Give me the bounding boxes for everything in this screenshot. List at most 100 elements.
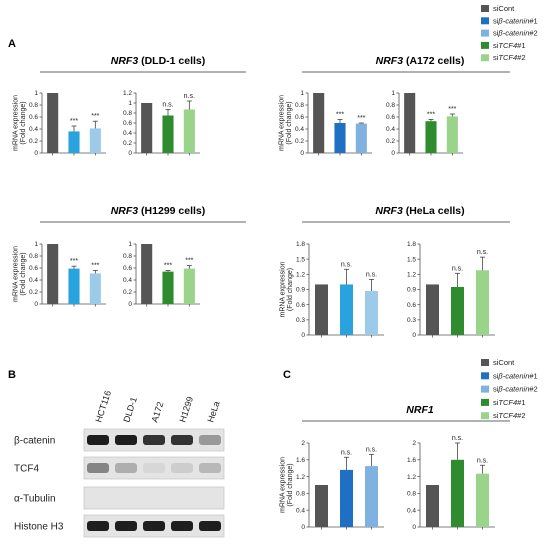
y-tick-label: 0.4 xyxy=(407,507,416,514)
significance-label: *** xyxy=(185,258,193,265)
y-tick-label: 0.6 xyxy=(296,302,305,309)
y-tick-label: 1.2 xyxy=(296,272,305,279)
y-tick-label: 0.2 xyxy=(29,138,38,145)
y-tick-label: 1.5 xyxy=(407,256,416,263)
bar xyxy=(89,273,101,304)
bar xyxy=(451,286,464,335)
y-tick-label: 1 xyxy=(34,90,38,97)
y-tick-label: 1.8 xyxy=(407,241,416,248)
bar xyxy=(365,466,378,527)
legend-swatch xyxy=(481,17,489,25)
blot-band xyxy=(199,521,221,531)
blot-band xyxy=(199,435,221,445)
bar-chart: 0 0.2 0.4 0.6 0.8 1 mRNA expression(Fold chang… xyxy=(12,90,106,157)
blot-band xyxy=(115,521,137,531)
y-tick-label: 0 xyxy=(34,301,38,308)
y-tick-label: 0 xyxy=(128,301,132,308)
significance-label: *** xyxy=(70,118,78,125)
bar xyxy=(313,93,325,153)
legend-swatch xyxy=(481,359,489,366)
legend-entry: siβ-catenin#2 xyxy=(493,385,538,394)
bar xyxy=(340,469,353,527)
bar xyxy=(355,123,367,153)
y-tick-label: 0.6 xyxy=(295,114,304,121)
blot-band xyxy=(87,435,109,445)
blot-band xyxy=(171,435,193,445)
legend-c: siCont siβ-catenin#1 siβ-catenin#2 siTCF4#1… xyxy=(481,358,538,420)
y-tick-label: 0.6 xyxy=(123,120,132,127)
y-tick-label: 0.4 xyxy=(386,126,395,133)
legend-entry: siβ-catenin#1 xyxy=(493,16,538,25)
y-tick-label: 0.6 xyxy=(29,265,38,272)
y-tick-label: 0.6 xyxy=(407,302,416,309)
y-tick-label: 1 xyxy=(34,241,38,248)
y-tick-label: 0.8 xyxy=(386,102,395,109)
legend-entry: siTCF4#1 xyxy=(493,398,526,407)
bar xyxy=(425,121,437,153)
legend-swatch xyxy=(481,412,489,420)
bar xyxy=(162,271,174,304)
significance-label: *** xyxy=(91,262,99,269)
y-tick-label: 0.8 xyxy=(29,102,38,109)
legend-entry: siβ-catenin#1 xyxy=(493,371,538,380)
y-tick-label: 0 xyxy=(34,150,38,157)
lane-label: A172 xyxy=(149,401,165,424)
blot-row-label: TCF4 xyxy=(14,464,39,475)
y-tick-label: 0.8 xyxy=(407,491,416,498)
y-tick-label: 0.4 xyxy=(29,126,38,133)
panel-title: NRF1 xyxy=(406,404,434,416)
y-tick-label: 0.4 xyxy=(296,507,305,514)
bar-chart: 0 0.2 0.4 0.6 0.8 1 mRNA expression(Fold chang… xyxy=(278,90,372,157)
y-tick-label: 0.2 xyxy=(386,138,395,145)
bar xyxy=(183,268,195,304)
significance-label: n.s. xyxy=(341,449,352,456)
y-tick-label: 0.4 xyxy=(123,130,132,137)
panel-title: NRF3 (A172 cells) xyxy=(376,55,465,67)
blot-band xyxy=(143,521,165,531)
significance-label: n.s. xyxy=(477,249,488,256)
bar xyxy=(315,284,328,335)
bar xyxy=(68,131,80,153)
significance-label: n.s. xyxy=(452,265,463,272)
western-blot: HCT116 DLD-1 A172 H1299 HeLa β-catenin TCF4 α-T… xyxy=(14,389,225,538)
bar xyxy=(451,459,464,527)
significance-label: n.s. xyxy=(184,93,195,100)
blot-band xyxy=(115,435,137,445)
bar xyxy=(141,244,153,304)
bar xyxy=(89,128,101,153)
bar-chart: 0 0.4 0.8 1.2 1.6 2 n.s. n.s. xyxy=(407,435,495,531)
legend-swatch xyxy=(481,29,489,37)
bar xyxy=(334,123,346,153)
y-tick-label: 1 xyxy=(128,241,132,248)
y-tick-label: 1.6 xyxy=(407,457,416,464)
y-tick-label: 1.2 xyxy=(123,90,132,97)
panel-title: NRF3 (DLD-1 cells) xyxy=(111,55,206,67)
legend-entry: siTCF4#2 xyxy=(493,411,526,420)
panel-title: NRF3 (HeLa cells) xyxy=(375,205,464,217)
bar xyxy=(404,93,416,153)
bar xyxy=(315,485,328,527)
blot-row-label: α-Tubulin xyxy=(14,494,56,505)
legend-swatch xyxy=(481,372,489,380)
y-tick-label: 0.6 xyxy=(29,114,38,121)
legend-entry: siTCF4#1 xyxy=(493,41,526,50)
legend-swatch xyxy=(481,398,489,406)
y-tick-label: 0 xyxy=(301,524,305,531)
y-tick-label: 1.2 xyxy=(296,474,305,481)
blot-row-label: Histone H3 xyxy=(14,522,64,533)
y-tick-label: 0.2 xyxy=(123,289,132,296)
blot-band xyxy=(171,463,193,473)
y-tick-label: 0.9 xyxy=(407,287,416,294)
y-tick-label: 0.8 xyxy=(295,102,304,109)
significance-label: n.s. xyxy=(452,435,463,442)
bar-chart: 0 0.3 0.6 0.9 1.2 1.5 1.8 mRNA expression(Fold … xyxy=(279,241,384,339)
y-tick-label: 0.4 xyxy=(123,277,132,284)
y-tick-label: 2 xyxy=(412,440,416,447)
bar xyxy=(476,270,489,335)
bar-chart: 0 0.2 0.4 0.6 0.8 1 1.2 n.s. n.s. xyxy=(123,90,200,157)
y-tick-label: 0.8 xyxy=(296,491,305,498)
y-tick-label: 0.2 xyxy=(123,140,132,147)
legend-swatch xyxy=(481,54,489,62)
y-tick-label: 0 xyxy=(300,150,304,157)
